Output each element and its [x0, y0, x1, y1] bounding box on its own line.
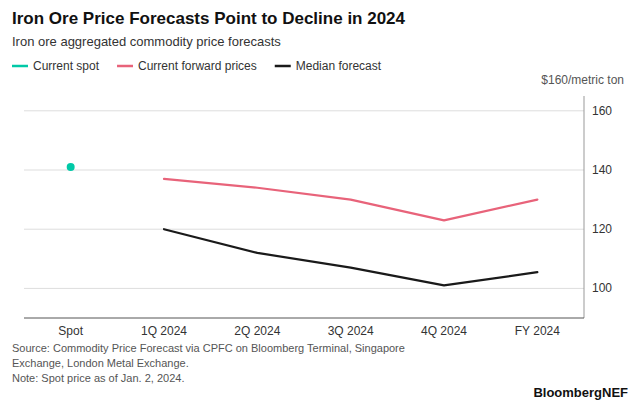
subtitle: Iron ore aggregated commodity price fore… [12, 34, 281, 49]
legend: Current spot Current forward prices Median… [12, 59, 382, 73]
y-axis-line [584, 96, 585, 318]
background [0, 0, 640, 413]
series-line [164, 179, 537, 220]
y-tick-label: 160 [592, 104, 612, 118]
y-axis: 100 120 140 160 [24, 96, 612, 318]
brand: BloombergNEF [533, 385, 628, 400]
x-axis: Spot 1Q 2024 2Q 2024 3Q 2024 4Q 2024 FY 2024 [24, 318, 584, 338]
legend-label: Current spot [33, 59, 100, 73]
y-tick-label: 140 [592, 163, 612, 177]
grid-line [24, 288, 584, 289]
y-tick-label: 100 [592, 281, 612, 295]
spot-point [67, 163, 75, 171]
grid-line [24, 170, 584, 171]
x-tick-label: 1Q 2024 [141, 324, 187, 338]
y-axis-label: $160/metric ton [541, 73, 624, 87]
x-tick-label: FY 2024 [515, 324, 560, 338]
grid-line [24, 110, 584, 111]
source-note: Source: Commodity Price Forecast via CPF… [12, 342, 405, 384]
x-tick-label: 3Q 2024 [328, 324, 374, 338]
title: Iron Ore Price Forecasts Point to Declin… [12, 9, 406, 28]
plot-area [67, 163, 538, 285]
legend-swatch [117, 65, 133, 68]
x-tick-label: 2Q 2024 [234, 324, 280, 338]
x-tick-label: Spot [58, 324, 83, 338]
legend-label: Current forward prices [138, 59, 257, 73]
legend-swatch [12, 65, 28, 68]
y-tick-label: 120 [592, 222, 612, 236]
legend-label: Median forecast [296, 59, 382, 73]
chart: Iron Ore Price Forecasts Point to Declin… [0, 0, 640, 413]
x-tick-label: 4Q 2024 [421, 324, 467, 338]
x-axis-line [24, 318, 584, 319]
legend-swatch [275, 65, 291, 68]
grid-line [24, 229, 584, 230]
series-line [164, 229, 537, 285]
